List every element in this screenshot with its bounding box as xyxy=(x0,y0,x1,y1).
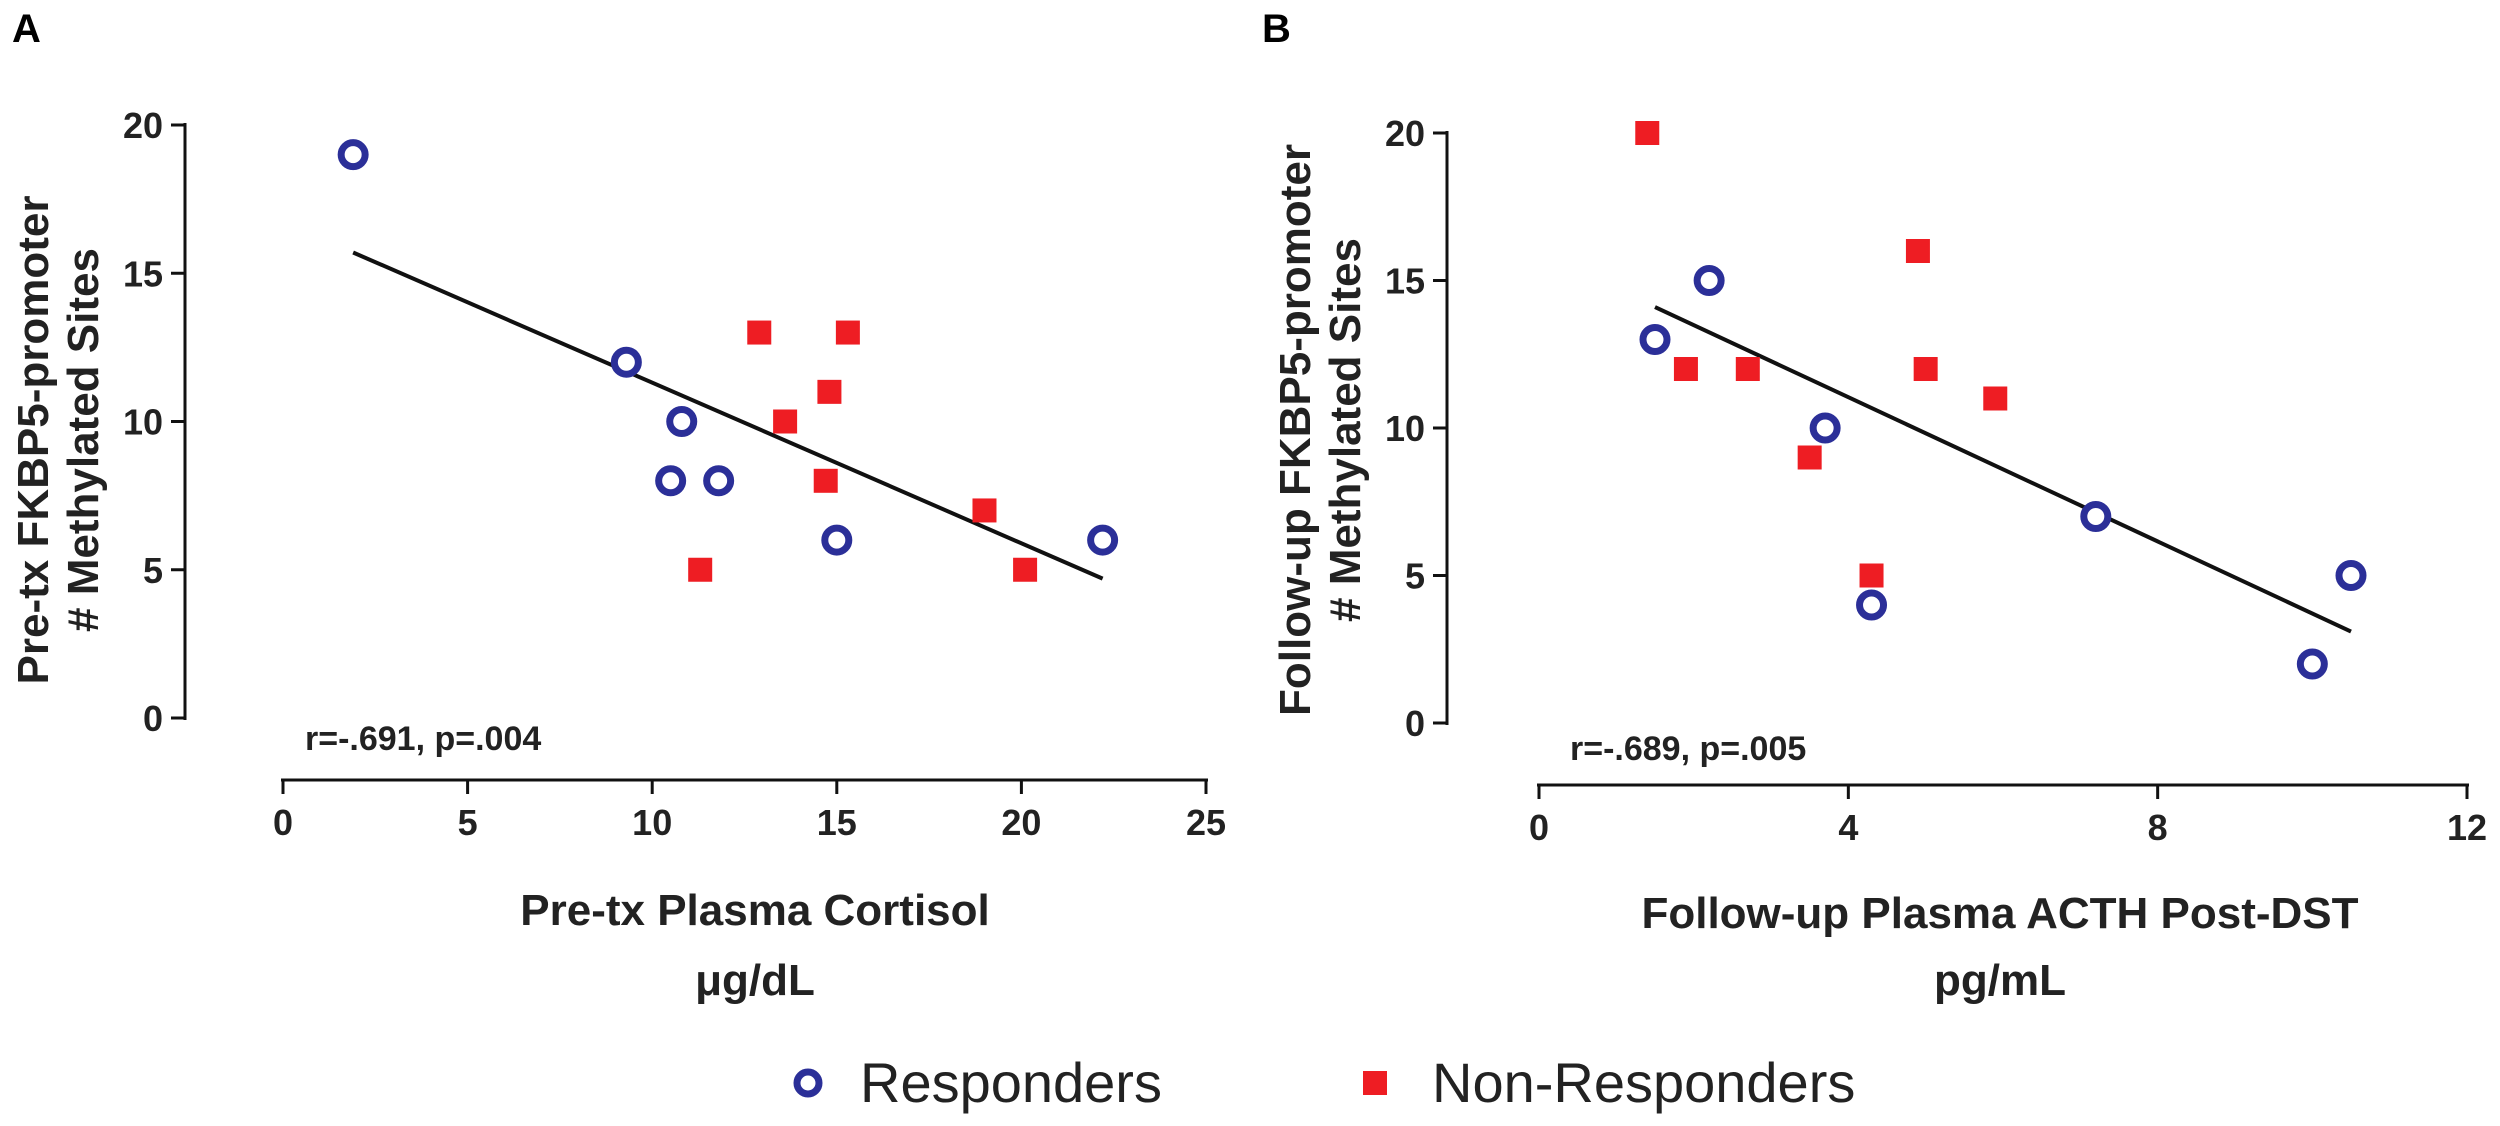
panel-b-y-tick-label: 10 xyxy=(1385,408,1425,449)
panel-b-ylabel-line1: Follow-up FKBP5-promoter xyxy=(1271,144,1320,716)
panel-a-ylabel-line1: Pre-tx FKBP5-promoter xyxy=(9,196,58,685)
panel-a-non-responder-point xyxy=(817,379,842,404)
panel-a-y-tick-label: 10 xyxy=(123,402,163,443)
panel-a-axes: 0 5 10 15 20 0 5 10 15 20 25 xyxy=(123,105,1226,843)
panel-a-x-tick-label: 25 xyxy=(1186,802,1226,843)
panel-a-non-responder-point xyxy=(688,557,713,582)
panel-a-non-responder-point xyxy=(773,409,798,434)
panel-b-responder-point xyxy=(1639,324,1671,355)
panel-b-non-responder-point xyxy=(1905,239,1930,263)
panel-a-responder-point xyxy=(666,406,698,437)
panel-b-x-tick-label: 0 xyxy=(1529,807,1549,848)
panel-a-y-axis-title: Pre-tx FKBP5-promoter # Methylated Sites xyxy=(9,196,108,685)
panel-a-y-tick-label: 5 xyxy=(143,550,163,591)
panel-b-responder-point xyxy=(2335,560,2367,591)
legend-non-responders-marker xyxy=(1363,1071,1387,1095)
panel-a-x-tick-label: 20 xyxy=(1001,802,1041,843)
panel-a-responder-point xyxy=(703,465,735,497)
panel-b-x-tick-label: 4 xyxy=(1838,807,1858,848)
panel-b-stats-annotation: r=-.689, p=.005 xyxy=(1570,730,1806,768)
panel-a-responder-point xyxy=(337,139,369,171)
panel-b-non-responder-point xyxy=(1635,121,1660,145)
panel-a-regression-line xyxy=(352,250,1104,581)
panel-b-y-tick-label: 20 xyxy=(1385,113,1425,154)
panel-b-x-tick-label: 12 xyxy=(2447,807,2487,848)
panel-a-x-tick-label: 5 xyxy=(458,802,478,843)
panel-b-responder-point xyxy=(1809,412,1841,444)
panel-b-y-tick-label: 0 xyxy=(1405,703,1425,744)
panel-a-non-responder-point xyxy=(813,468,838,493)
panel-a-x-tick-label: 10 xyxy=(632,802,672,843)
panel-b-y-tick-label: 15 xyxy=(1385,261,1425,302)
panel-a-letter: A xyxy=(12,7,41,51)
legend-non-responders-label: Non-Responders xyxy=(1432,1051,1855,1114)
panel-b-responder-point xyxy=(1693,265,1725,296)
panel-b-non-responder-point xyxy=(1913,357,1938,381)
panel-b-y-tick-label: 5 xyxy=(1405,556,1425,597)
panel-a-xunit: μg/dL xyxy=(695,956,815,1005)
panel-a-x-tick-label: 15 xyxy=(817,802,857,843)
panel-a-responder-point xyxy=(821,524,853,556)
panel-a-responder-point xyxy=(1087,524,1119,556)
panel-b-non-responder-point xyxy=(1673,357,1698,381)
panel-b-non-responder-point xyxy=(1735,357,1760,381)
panel-b-xunit: pg/mL xyxy=(1934,956,2066,1005)
panel-b-non-responder-point xyxy=(1859,563,1884,588)
panel-a-y-tick-label: 0 xyxy=(143,698,163,739)
panel-b-non-responder-point xyxy=(1797,445,1822,470)
panel-b-y-axis-title: Follow-up FKBP5-promoter # Methylated Si… xyxy=(1271,144,1370,716)
panel-b-letter: B xyxy=(1262,7,1291,51)
legend-responders-marker xyxy=(793,1068,823,1098)
panel-a-non-responder-point xyxy=(1013,557,1038,582)
panel-a: A 0 5 10 15 20 0 5 10 15 20 25 Pre-tx FKBP5-promot… xyxy=(9,7,1226,1005)
panel-b-responder-point xyxy=(2296,648,2328,680)
panel-a-responder-point xyxy=(610,346,642,378)
panel-a-y-tick-label: 15 xyxy=(123,253,163,294)
panel-a-stats-annotation: r=-.691, p=.004 xyxy=(305,720,541,758)
panel-b-xlabel: Follow-up Plasma ACTH Post-DST xyxy=(1641,889,2358,938)
panel-b-axes: 0 5 10 15 20 0 4 8 12 xyxy=(1385,113,2487,848)
panel-b-non-responder-point xyxy=(1983,386,2008,411)
legend-responders-label: Responders xyxy=(860,1051,1162,1114)
panel-a-non-responder-point xyxy=(972,498,997,523)
legend: Responders Non-Responders xyxy=(793,1051,1855,1114)
panel-a-ylabel-line2: # Methylated Sites xyxy=(59,248,108,632)
panel-a-responder-point xyxy=(655,465,687,497)
panel-a-non-responder-point xyxy=(747,320,772,345)
panel-b-responder-point xyxy=(1856,589,1888,621)
panel-b: B 0 5 10 15 20 0 4 8 12 Follow-up FKBP5-promoter… xyxy=(1262,7,2487,1005)
panel-a-non-responder-point xyxy=(835,320,860,345)
panel-b-regression-line xyxy=(1654,305,2352,634)
panel-a-y-tick-label: 20 xyxy=(123,105,163,146)
panel-a-x-tick-label: 0 xyxy=(273,802,293,843)
panel-b-x-tick-label: 8 xyxy=(2148,807,2168,848)
panel-a-xlabel: Pre-tx Plasma Cortisol xyxy=(520,886,990,935)
panel-b-ylabel-line2: # Methylated Sites xyxy=(1321,238,1370,622)
panel-b-responder-point xyxy=(2080,501,2112,532)
